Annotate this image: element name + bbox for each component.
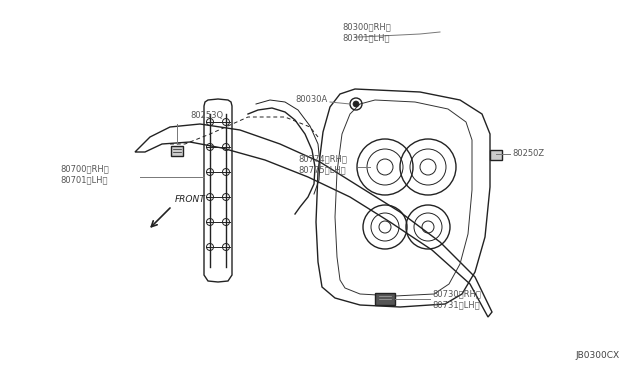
Text: 80250Z: 80250Z <box>512 150 544 158</box>
Text: 80253Q: 80253Q <box>190 111 223 120</box>
Circle shape <box>353 101 359 107</box>
Text: 80730〈RH〉
80731〈LH〉: 80730〈RH〉 80731〈LH〉 <box>432 289 481 309</box>
Text: 80700〈RH〉
80701〈LH〉: 80700〈RH〉 80701〈LH〉 <box>60 164 109 184</box>
Text: JB0300CX: JB0300CX <box>576 351 620 360</box>
Text: 80030A: 80030A <box>295 96 327 105</box>
Text: 80774〈RH〉
80775〈LH〉: 80774〈RH〉 80775〈LH〉 <box>298 154 347 174</box>
Text: FRONT: FRONT <box>175 195 205 204</box>
Bar <box>375 293 395 305</box>
Bar <box>490 150 502 160</box>
Bar <box>171 146 183 156</box>
Text: 80300〈RH〉
80301〈LH〉: 80300〈RH〉 80301〈LH〉 <box>342 22 391 42</box>
